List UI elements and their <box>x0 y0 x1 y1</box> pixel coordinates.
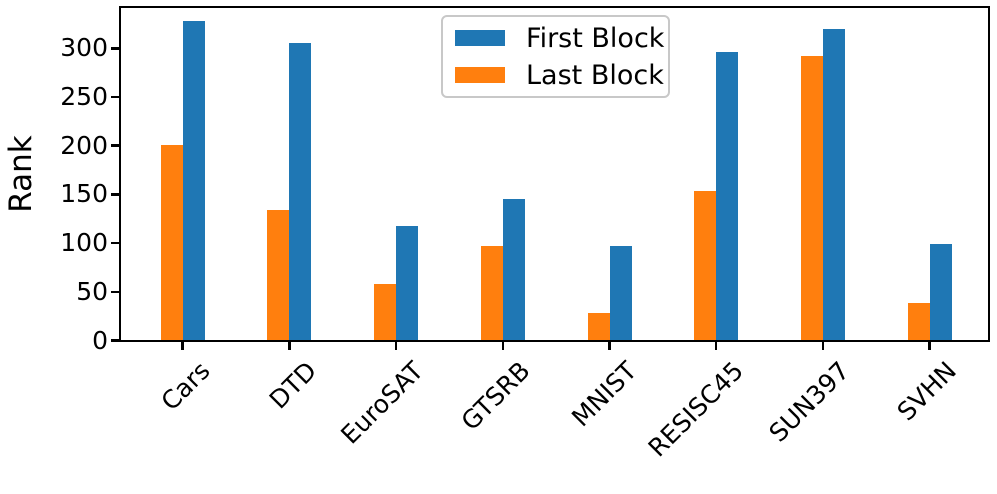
y-tick-label: 300 <box>60 33 108 63</box>
x-tick-label-mnist: MNIST <box>565 356 643 433</box>
y-tick <box>111 339 119 342</box>
x-tick <box>181 342 184 350</box>
x-tick <box>608 342 611 350</box>
y-tick <box>111 95 119 99</box>
bar-first-block-resisc45 <box>716 51 739 340</box>
x-tick-label-resisc45: RESISC45 <box>642 356 749 463</box>
x-tick-label-gtsrb: GTSRB <box>455 356 536 437</box>
x-tick-label-eurosat: EuroSAT <box>334 356 429 450</box>
bar-last-block-sun397 <box>800 55 823 340</box>
y-tick-label: 0 <box>92 325 108 355</box>
legend-label-first-block: First Block <box>526 22 665 54</box>
y-tick-label: 50 <box>76 276 108 306</box>
x-tick <box>394 342 398 350</box>
y-tick-label: 150 <box>60 179 108 209</box>
legend-row-first-block: First Block <box>455 22 664 55</box>
bar-last-block-gtsrb <box>480 245 503 340</box>
bar-last-block-eurosat <box>374 283 397 340</box>
x-tick <box>501 342 505 350</box>
last-block-swatch <box>455 67 505 83</box>
bar-first-block-eurosat <box>396 226 419 340</box>
bar-first-block-cars <box>182 20 205 340</box>
y-tick-label: 100 <box>60 228 108 258</box>
bar-first-block-sun397 <box>822 29 845 340</box>
legend: First Block Last Block <box>441 15 670 98</box>
bar-first-block-svhn <box>929 243 952 340</box>
x-tick <box>288 342 291 350</box>
bar-last-block-resisc45 <box>694 190 717 340</box>
x-tick-label-cars: Cars <box>155 356 216 417</box>
x-tick-label-sun397: SUN397 <box>763 356 856 448</box>
bar-first-block-mnist <box>609 246 632 340</box>
first-block-swatch <box>455 30 505 46</box>
x-tick <box>928 342 931 350</box>
y-tick <box>111 290 119 294</box>
x-tick-label-dtd: DTD <box>263 356 322 415</box>
bar-first-block-dtd <box>289 42 312 340</box>
bar-last-block-dtd <box>267 210 290 340</box>
y-tick <box>111 144 119 147</box>
legend-label-last-block: Last Block <box>526 59 664 91</box>
y-tick <box>111 47 119 50</box>
bar-first-block-gtsrb <box>502 198 525 340</box>
y-tick-label: 200 <box>60 130 108 160</box>
x-tick-label-svhn: SVHN <box>891 356 963 427</box>
bar-last-block-svhn <box>907 302 930 340</box>
bar-last-block-cars <box>160 145 183 340</box>
y-tick-label: 250 <box>60 82 108 111</box>
y-tick <box>111 241 119 245</box>
legend-row-last-block: Last Block <box>455 59 664 92</box>
plot-area-frame <box>119 6 990 342</box>
x-tick <box>821 342 825 350</box>
bar-last-block-mnist <box>587 312 610 340</box>
x-tick <box>714 342 718 350</box>
y-tick <box>111 193 119 196</box>
